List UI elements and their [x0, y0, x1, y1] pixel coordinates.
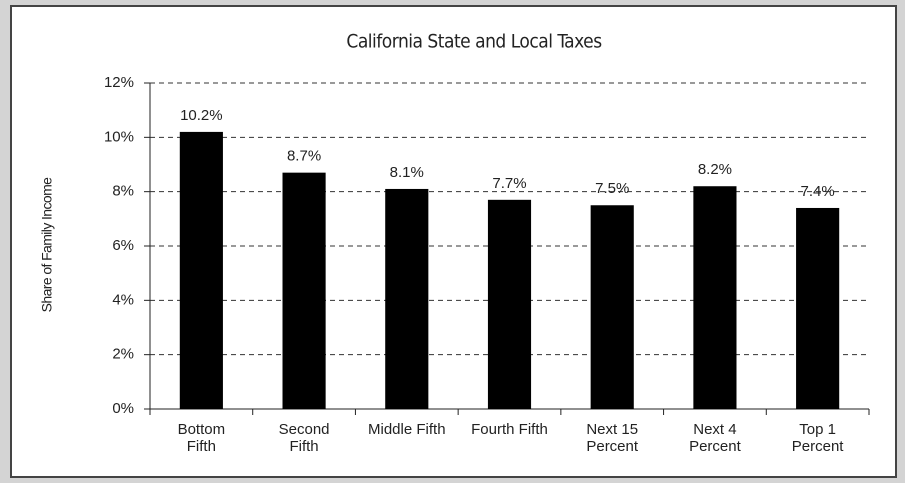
data-label: 7.5% [595, 180, 629, 197]
x-tick-label: Next 15 Percent [586, 421, 639, 455]
chart-title: California State and Local Taxes [346, 31, 602, 53]
bar [590, 205, 634, 409]
x-tick-label: Next 4 Percent [689, 421, 741, 455]
data-label: 8.1% [390, 164, 424, 181]
y-tick-label: 10% [104, 128, 134, 145]
x-tick-label: Second Fifth [278, 421, 330, 455]
bar [282, 172, 326, 409]
data-label: 7.7% [492, 175, 526, 192]
data-label: 7.4% [801, 183, 835, 200]
bar [179, 131, 223, 409]
data-label: 10.2% [180, 107, 223, 124]
y-tick-label: 4% [112, 291, 134, 308]
bar [487, 199, 532, 409]
y-tick-label: 6% [112, 237, 134, 254]
y-tick-label: 2% [112, 346, 134, 363]
x-tick-label: Top 1 Percent [791, 421, 844, 455]
x-tick-label: Bottom Fifth [177, 421, 226, 455]
y-tick-label: 0% [112, 400, 134, 417]
bar [693, 186, 737, 409]
y-axis-label: Share of Family Income [39, 177, 55, 312]
bar [385, 188, 429, 409]
data-label: 8.7% [287, 148, 321, 165]
y-tick-label: 8% [112, 183, 134, 200]
x-tick-label: Middle Fifth [368, 421, 446, 438]
bar [796, 207, 840, 409]
data-label: 8.2% [698, 161, 732, 178]
chart-frame [10, 5, 897, 478]
x-tick-label: Fourth Fifth [471, 421, 548, 438]
y-tick-label: 12% [104, 74, 134, 91]
